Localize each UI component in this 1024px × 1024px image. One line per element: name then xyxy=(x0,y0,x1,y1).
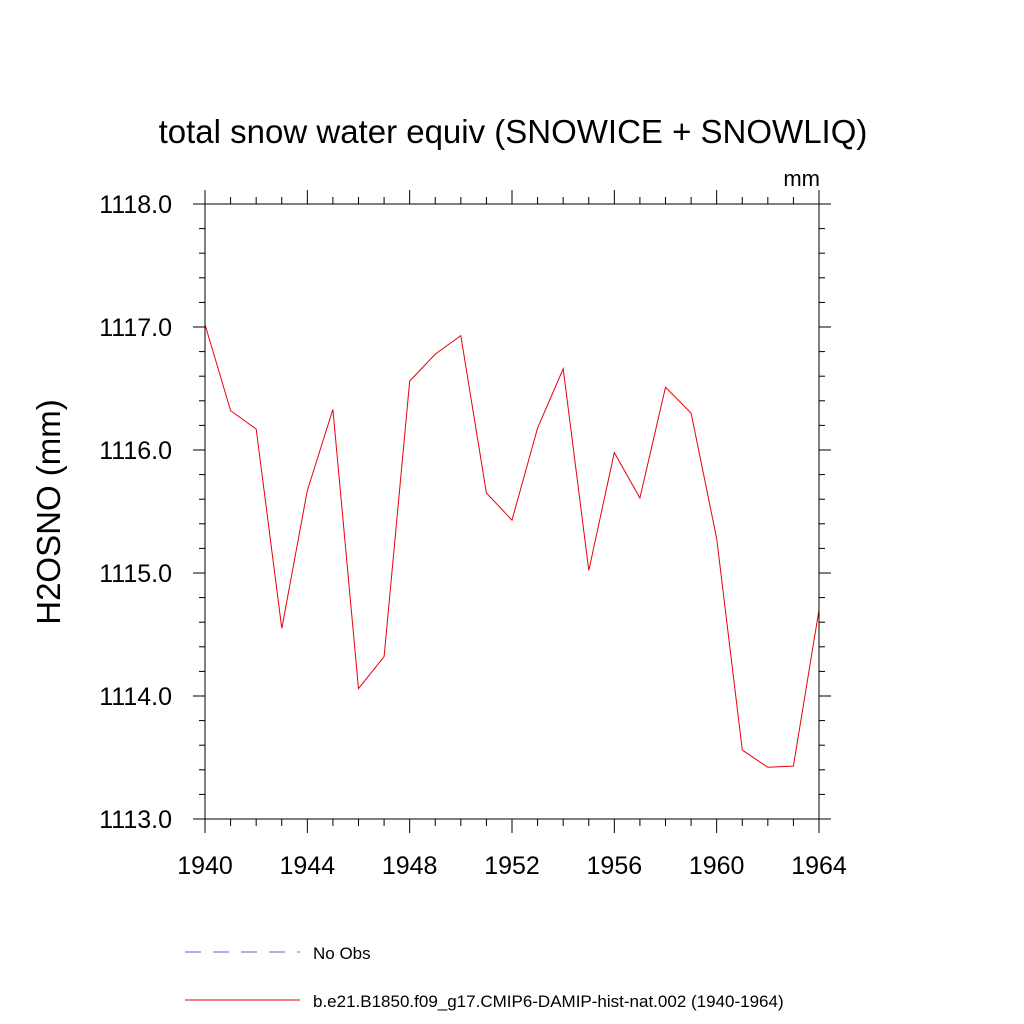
x-axis-ticks xyxy=(204,190,820,833)
x-tick-label: 1944 xyxy=(280,852,336,880)
x-tick-label: 1964 xyxy=(791,852,847,880)
series-layer xyxy=(204,324,820,768)
y-tick-label: 1113.0 xyxy=(99,806,172,834)
x-tick-label: 1940 xyxy=(177,852,233,880)
chart-title: total snow water equiv (SNOWICE + SNOWLI… xyxy=(159,113,868,150)
y-tick-label: 1117.0 xyxy=(99,314,172,342)
y-tick-label: 1116.0 xyxy=(99,437,172,465)
y-tick-label: 1118.0 xyxy=(99,191,172,219)
units-label: mm xyxy=(783,166,820,191)
x-tick-label: 1956 xyxy=(587,852,643,880)
legend: No Obs b.e21.B1850.f09_g17.CMIP6-DAMIP-hi… xyxy=(185,944,784,1011)
x-axis-tick-labels: 1940 1944 1948 1952 1956 1960 1964 xyxy=(177,852,847,880)
y-tick-label: 1114.0 xyxy=(99,683,172,711)
legend-label: b.e21.B1850.f09_g17.CMIP6-DAMIP-hist-nat… xyxy=(313,992,784,1011)
plot-frame xyxy=(204,203,820,820)
x-tick-label: 1948 xyxy=(382,852,438,880)
x-tick-label: 1960 xyxy=(689,852,745,880)
legend-label: No Obs xyxy=(313,944,371,963)
y-tick-label: 1115.0 xyxy=(99,560,172,588)
y-axis-ticks xyxy=(193,203,831,820)
y-axis-label: H2OSNO (mm) xyxy=(30,399,67,625)
y-axis-tick-labels: 1113.0 1114.0 1115.0 1116.0 1117.0 1118.0 xyxy=(99,191,172,834)
series-line-0 xyxy=(204,324,820,768)
x-tick-label: 1952 xyxy=(484,852,540,880)
